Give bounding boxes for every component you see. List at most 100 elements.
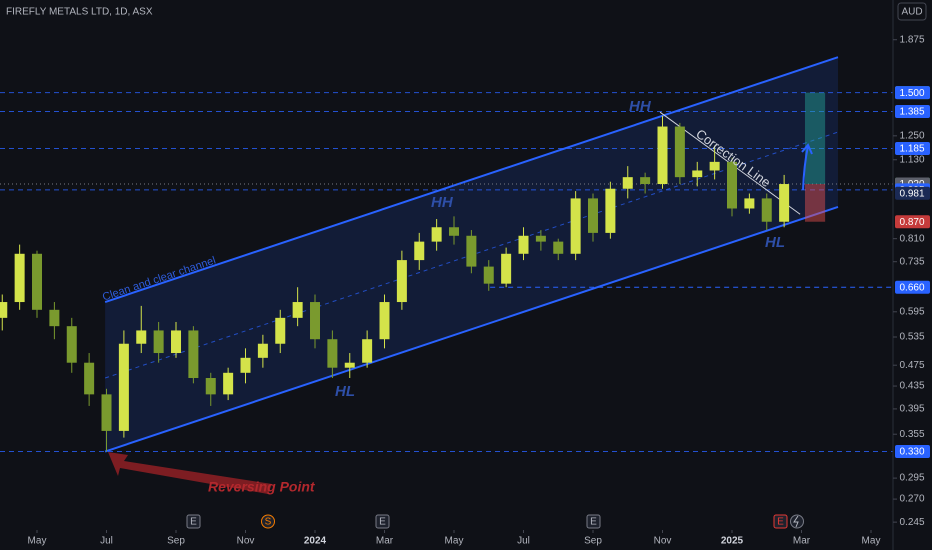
candle-body bbox=[588, 198, 599, 233]
candle-body bbox=[292, 302, 303, 318]
price-label-box bbox=[895, 86, 930, 100]
candle-body bbox=[605, 188, 616, 233]
plot-area bbox=[0, 56, 893, 453]
currency-box[interactable] bbox=[897, 2, 927, 21]
candle-body bbox=[518, 235, 529, 254]
candle-body bbox=[553, 241, 564, 254]
y-tick-label: 0.395 bbox=[899, 404, 924, 415]
candle-body bbox=[344, 362, 355, 368]
event-box[interactable] bbox=[773, 514, 788, 529]
x-tick-label: Mar bbox=[793, 536, 811, 547]
y-tick-label: 0.535 bbox=[899, 332, 924, 343]
event-label[interactable]: E bbox=[190, 517, 197, 528]
candle-body bbox=[727, 161, 738, 209]
event-box[interactable] bbox=[186, 514, 201, 529]
y-tick-label: 0.270 bbox=[899, 494, 924, 505]
candle-body bbox=[84, 362, 95, 395]
x-tick-label: Nov bbox=[237, 536, 255, 547]
stop-zone bbox=[804, 184, 826, 222]
candle-body bbox=[640, 177, 651, 185]
y-tick-label: 0.735 bbox=[899, 256, 924, 267]
price-label: 0.981 bbox=[899, 188, 924, 199]
candle-body bbox=[779, 184, 790, 222]
y-tick-label: 0.810 bbox=[899, 233, 924, 244]
price-label: 0.330 bbox=[899, 447, 924, 458]
price-label: 0.870 bbox=[899, 217, 924, 228]
candle-body bbox=[171, 330, 182, 354]
x-tick-label: Sep bbox=[167, 536, 185, 547]
candle-body bbox=[570, 198, 581, 254]
event-box[interactable] bbox=[261, 514, 275, 529]
y-tick-label: 0.595 bbox=[899, 306, 924, 317]
event-label[interactable]: E bbox=[777, 517, 784, 528]
candle-body bbox=[431, 227, 442, 242]
price-label: 1.185 bbox=[899, 144, 924, 155]
event-label[interactable]: E bbox=[590, 517, 597, 528]
event-label[interactable]: S bbox=[265, 517, 272, 528]
lightning bbox=[793, 515, 799, 528]
reversal-arrow bbox=[108, 452, 272, 494]
x-tick-label: Sep bbox=[584, 536, 602, 547]
currency[interactable]: AUD bbox=[901, 7, 922, 18]
y-tick-label: 1.875 bbox=[899, 34, 924, 45]
chart-title: FIREFLY METALS LTD, 1D, ASX bbox=[6, 7, 153, 18]
candle-body bbox=[14, 253, 25, 303]
y-tick-label: 1.250 bbox=[899, 130, 924, 141]
price-label-box bbox=[895, 141, 930, 155]
x-tick-label: 2025 bbox=[721, 536, 744, 547]
x-tick-label: Jul bbox=[100, 536, 113, 547]
target-zone bbox=[804, 92, 826, 185]
price-label: 1.500 bbox=[899, 88, 924, 99]
candle-body bbox=[310, 302, 321, 340]
hl-label: HL bbox=[335, 383, 355, 400]
candle-body bbox=[449, 227, 460, 236]
candle-body bbox=[101, 394, 112, 431]
hh-label: HH bbox=[431, 194, 454, 211]
candle-body bbox=[32, 253, 43, 310]
candle-body bbox=[136, 330, 147, 344]
price-label: 0.660 bbox=[899, 282, 924, 293]
candle-body bbox=[744, 198, 755, 209]
candle-body bbox=[66, 326, 77, 363]
x-tick-label: May bbox=[28, 536, 47, 547]
candle-body bbox=[327, 339, 338, 368]
x-tick-label: Mar bbox=[376, 536, 394, 547]
candle-body bbox=[483, 266, 494, 284]
candle-body bbox=[466, 235, 477, 267]
candle-body bbox=[223, 372, 234, 395]
y-tick-label: 0.435 bbox=[899, 381, 924, 392]
y-tick-label: 0.245 bbox=[899, 517, 924, 528]
events: E S E E E bbox=[186, 514, 804, 529]
price-label-box bbox=[895, 105, 930, 119]
event-box[interactable] bbox=[375, 514, 390, 529]
channel-upper bbox=[104, 56, 839, 303]
event-label[interactable]: E bbox=[379, 517, 386, 528]
price-label: 1.385 bbox=[899, 107, 924, 118]
price-label-box bbox=[895, 445, 930, 459]
price-label-box bbox=[895, 186, 930, 200]
candle-body bbox=[396, 260, 407, 303]
price-label-box bbox=[895, 280, 930, 294]
x-tick-label: Jul bbox=[517, 536, 530, 547]
projection-arrow bbox=[801, 143, 813, 191]
event-box[interactable] bbox=[586, 514, 601, 529]
candle-body bbox=[535, 235, 546, 242]
y-tick-label: 0.355 bbox=[899, 429, 924, 440]
hh-label: HH bbox=[629, 98, 652, 115]
channel-lower bbox=[104, 206, 839, 453]
candle-body bbox=[379, 302, 390, 340]
candle-body bbox=[761, 198, 772, 222]
y-tick-label: 1.130 bbox=[899, 154, 924, 165]
hl-label: HL bbox=[765, 234, 785, 251]
candle-body bbox=[188, 330, 199, 379]
x-tick-label: Nov bbox=[654, 536, 672, 547]
y-tick-label: 0.475 bbox=[899, 360, 924, 371]
candle-body bbox=[118, 343, 129, 431]
candle-body bbox=[205, 378, 216, 395]
candle-body bbox=[657, 126, 668, 185]
candle-body bbox=[257, 343, 268, 358]
candle-body bbox=[240, 357, 251, 373]
reversal-note: Reversing Point bbox=[208, 479, 316, 495]
